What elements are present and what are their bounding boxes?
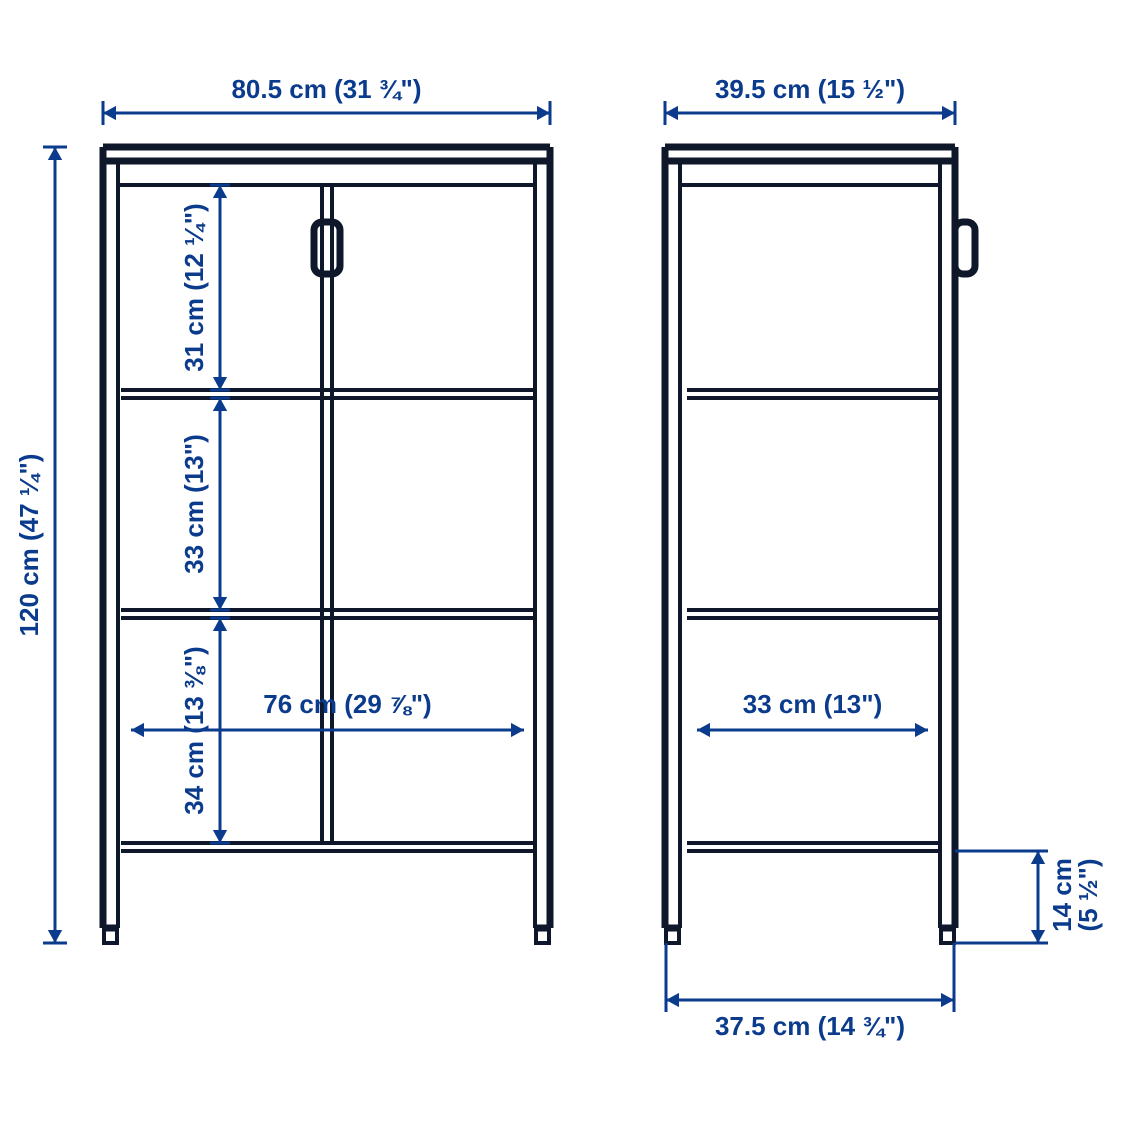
svg-text:37.5 cm (14 ¾"): 37.5 cm (14 ¾") <box>715 1011 905 1041</box>
svg-text:76 cm (29 ⅞"): 76 cm (29 ⅞") <box>263 689 431 719</box>
svg-text:80.5 cm (31 ¾"): 80.5 cm (31 ¾") <box>231 74 421 104</box>
svg-text:33 cm (13"): 33 cm (13") <box>179 434 209 574</box>
svg-text:39.5 cm (15 ½"): 39.5 cm (15 ½") <box>715 74 905 104</box>
svg-text:(5 ½"): (5 ½") <box>1073 858 1103 931</box>
svg-text:33 cm (13"): 33 cm (13") <box>743 689 883 719</box>
svg-text:120 cm (47 ¼"): 120 cm (47 ¼") <box>14 454 44 637</box>
svg-text:31 cm (12 ¼"): 31 cm (12 ¼") <box>179 203 209 371</box>
